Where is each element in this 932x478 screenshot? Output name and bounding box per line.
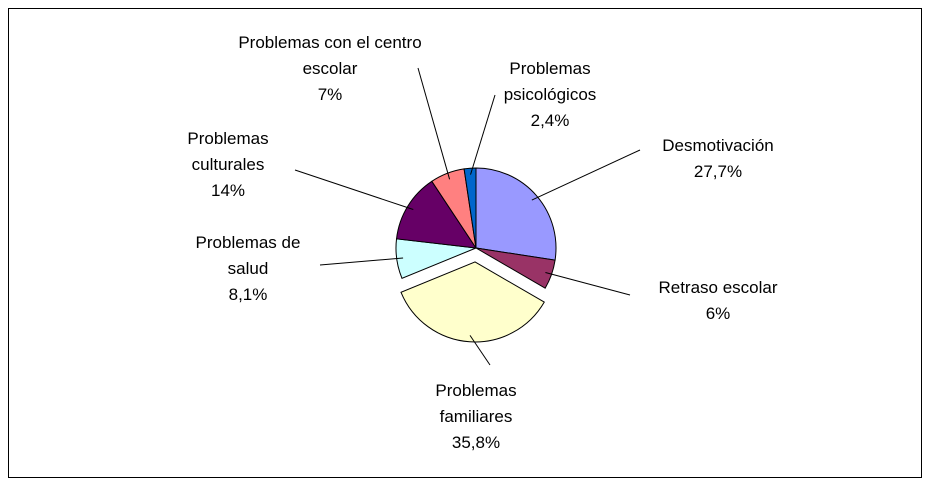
slice-label: Problemas de salud 8,1% (183, 230, 313, 308)
slice-label: Problemas con el centro escolar 7% (235, 30, 425, 108)
pie-slice (395, 180, 478, 249)
value-label: 7% (317, 85, 343, 104)
category-label: Problemas de salud (195, 233, 301, 278)
leader-line (469, 335, 491, 366)
slice-label: Retraso escolar 6% (618, 275, 818, 327)
leader-line (294, 169, 414, 210)
leader-line (470, 94, 496, 175)
category-label: Problemas con el centro escolar (238, 33, 422, 78)
pie-slice (400, 261, 545, 343)
value-label: 8,1% (228, 285, 268, 304)
category-label: Desmotivación (662, 136, 774, 155)
category-label: Problemas psicológicos (503, 59, 597, 104)
value-label: 2,4% (530, 111, 570, 130)
leader-line (417, 67, 451, 180)
value-label: 27,7% (693, 162, 743, 181)
slice-label: Desmotivación 27,7% (618, 133, 818, 185)
category-label: Problemas culturales (187, 129, 269, 174)
leader-line (319, 257, 404, 266)
slice-label: Problemas psicológicos 2,4% (485, 56, 615, 134)
slice-label: Problemas culturales 14% (173, 126, 283, 204)
pie-slice (463, 167, 477, 249)
value-label: 14% (210, 181, 246, 200)
leader-line (545, 271, 631, 296)
pie-slice (475, 167, 557, 261)
chart: Desmotivación 27,7% Retraso escolar 6% Probl… (8, 8, 922, 478)
pie-area (294, 67, 641, 366)
value-label: 6% (705, 304, 731, 323)
leader-line (531, 149, 641, 201)
value-label: 35,8% (451, 433, 501, 452)
category-label: Retraso escolar (658, 278, 778, 297)
category-label: Problemas familiares (435, 381, 517, 426)
slice-label: Problemas familiares 35,8% (421, 378, 531, 456)
